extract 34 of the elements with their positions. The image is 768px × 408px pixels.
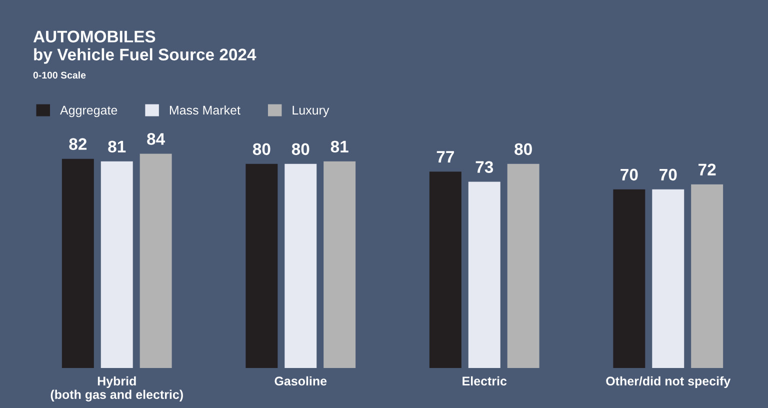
bar (324, 161, 356, 368)
bar (468, 182, 500, 368)
data-label: 80 (514, 143, 532, 156)
data-label: 73 (476, 161, 494, 173)
data-label: 72 (698, 164, 716, 176)
data-label: 81 (330, 140, 348, 153)
chart-title: AUTOMOBILES (33, 30, 156, 42)
bar (140, 154, 172, 368)
data-label: 70 (660, 168, 677, 181)
legend-label: Luxury (292, 106, 330, 118)
data-label: 77 (436, 151, 454, 163)
data-label: 81 (108, 140, 126, 153)
text: 0-100 Scale (33, 71, 86, 79)
data-label: 70 (620, 168, 638, 181)
data-label: 80 (292, 143, 310, 156)
bar (100, 161, 133, 368)
x-tick-label: Hybrid (both gas and electric) (50, 376, 183, 402)
bar (246, 164, 278, 368)
bar (429, 172, 462, 368)
chart-subtitle: by Vehicle Fuel Source 2024 (34, 48, 256, 64)
bar (507, 164, 540, 368)
x-tick-label: Gasoline (274, 376, 327, 386)
data-label: 82 (69, 138, 87, 150)
x-tick-label: Electric (462, 376, 507, 386)
bar (613, 189, 646, 368)
bar (284, 164, 317, 368)
x-tick-label: Other/did not specify (606, 376, 731, 388)
data-label: 80 (252, 143, 270, 156)
legend-label: Aggregate (60, 106, 118, 118)
bar (62, 158, 94, 368)
bar (691, 184, 724, 368)
bar (652, 189, 684, 368)
legend-label: Mass Market (170, 105, 240, 115)
data-label: 84 (147, 133, 166, 145)
